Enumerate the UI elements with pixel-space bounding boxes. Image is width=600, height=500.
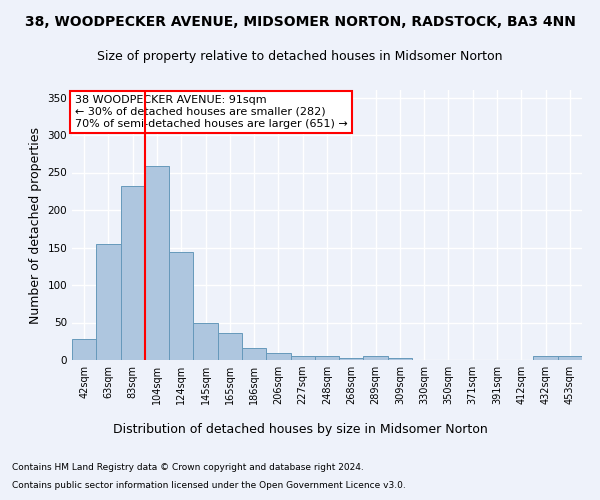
Text: 38 WOODPECKER AVENUE: 91sqm
← 30% of detached houses are smaller (282)
70% of se: 38 WOODPECKER AVENUE: 91sqm ← 30% of det… (74, 96, 347, 128)
Bar (388, 358, 412, 360)
Text: 38, WOODPECKER AVENUE, MIDSOMER NORTON, RADSTOCK, BA3 4NN: 38, WOODPECKER AVENUE, MIDSOMER NORTON, … (25, 15, 575, 29)
Bar (121, 186, 145, 360)
Bar (315, 356, 339, 360)
Bar (558, 356, 582, 360)
Bar (169, 252, 193, 360)
Bar (242, 348, 266, 360)
Bar (218, 333, 242, 360)
Bar (339, 358, 364, 360)
Text: Size of property relative to detached houses in Midsomer Norton: Size of property relative to detached ho… (97, 50, 503, 63)
Bar (266, 353, 290, 360)
Y-axis label: Number of detached properties: Number of detached properties (29, 126, 42, 324)
Bar (72, 339, 96, 360)
Bar (145, 166, 169, 360)
Text: Distribution of detached houses by size in Midsomer Norton: Distribution of detached houses by size … (113, 422, 487, 436)
Text: Contains public sector information licensed under the Open Government Licence v3: Contains public sector information licen… (12, 481, 406, 490)
Text: Contains HM Land Registry data © Crown copyright and database right 2024.: Contains HM Land Registry data © Crown c… (12, 462, 364, 471)
Bar (290, 356, 315, 360)
Bar (193, 324, 218, 360)
Bar (533, 356, 558, 360)
Bar (96, 244, 121, 360)
Bar (364, 356, 388, 360)
